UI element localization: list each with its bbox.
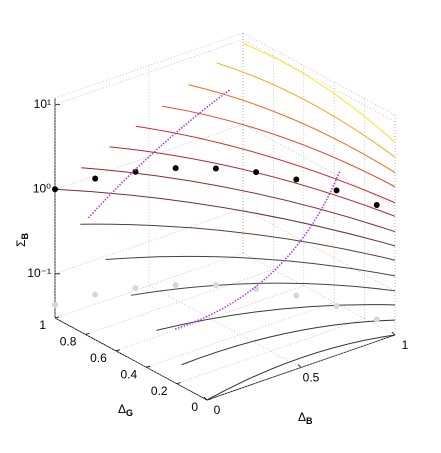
tick-mark (176, 382, 181, 384)
surface-line (81, 167, 396, 233)
surface-line (206, 334, 396, 401)
scatter-point (293, 292, 300, 299)
tick-mark (54, 316, 60, 319)
tick-mark (297, 364, 302, 368)
y-tick-label: 0.2 (151, 384, 168, 398)
y-tick-label: 0.8 (60, 335, 77, 349)
grid-line (242, 208, 396, 292)
y-label-symbol: Δ (118, 402, 126, 416)
scatter-point (92, 175, 99, 182)
box-edge (242, 32, 396, 116)
scatter-point (373, 316, 380, 323)
tick-mark (146, 365, 151, 368)
tick-mark (85, 333, 90, 335)
y-tick-label: 0.6 (90, 351, 107, 365)
scatter-point (172, 165, 179, 172)
grid-line (54, 123, 244, 190)
surface-line (80, 223, 396, 261)
grid-line (54, 252, 244, 319)
grid-line (176, 318, 365, 384)
grid-line (115, 285, 304, 352)
scatter-point (373, 202, 380, 209)
scatter-point (132, 168, 139, 175)
y-tick-label: 0.4 (121, 367, 138, 381)
scatter-point (92, 291, 99, 298)
surface-line (109, 146, 396, 217)
z-tick-label: 10⁰ (33, 181, 51, 195)
scatter-point (253, 169, 260, 176)
series-line (87, 89, 231, 219)
scatter-point (212, 165, 219, 172)
surface-line (162, 105, 396, 188)
scatter-point (253, 285, 260, 292)
z-label-symbol: Σ (14, 240, 28, 247)
x-tick-label: 1 (402, 338, 409, 352)
z-label-subscript: B (20, 233, 30, 240)
surface-line (216, 62, 396, 158)
surface-line (135, 125, 396, 204)
scatter-point (52, 186, 58, 193)
surface-line (156, 304, 396, 331)
x-tick-label: 0 (214, 403, 221, 417)
scatter-point (293, 176, 300, 183)
scatter-point (132, 285, 139, 292)
grid-line (242, 252, 396, 336)
x-label-symbol: Δ (298, 410, 306, 424)
surface-line (130, 282, 396, 296)
y-axis-label: ΔG (118, 402, 133, 418)
scatter-point (212, 282, 219, 289)
grid-line (206, 334, 396, 401)
tick-mark (391, 331, 396, 336)
surface-line (54, 188, 396, 247)
z-axis-label: ΣB (14, 233, 30, 247)
tick-mark (203, 396, 208, 401)
box-edge (54, 317, 208, 401)
grid-line (54, 208, 244, 275)
z-tick-label: 10⁻¹ (27, 266, 51, 280)
grid-line (242, 123, 396, 207)
y-tick-label: 0 (191, 400, 198, 414)
grid-line (242, 39, 396, 122)
grid-line (85, 269, 274, 335)
tick-mark (115, 349, 120, 352)
series-line (174, 169, 342, 330)
x-label-subscript: B (306, 416, 313, 426)
z-tick-label: 10¹ (34, 97, 51, 111)
x-axis-label: ΔB (298, 410, 313, 426)
surface-line (188, 84, 396, 174)
scatter-point (333, 187, 340, 194)
scatter-point (333, 303, 340, 310)
scatter-point (52, 301, 58, 308)
x-tick-label: 0.5 (303, 371, 320, 385)
y-label-subscript: G (126, 408, 133, 418)
box-edge (54, 32, 244, 99)
grid-line (146, 301, 335, 368)
surface-line (105, 255, 396, 277)
scatter-point (172, 282, 179, 289)
surface-line (242, 43, 396, 143)
surface-line (181, 319, 396, 366)
y-tick-label: 1 (39, 318, 46, 332)
